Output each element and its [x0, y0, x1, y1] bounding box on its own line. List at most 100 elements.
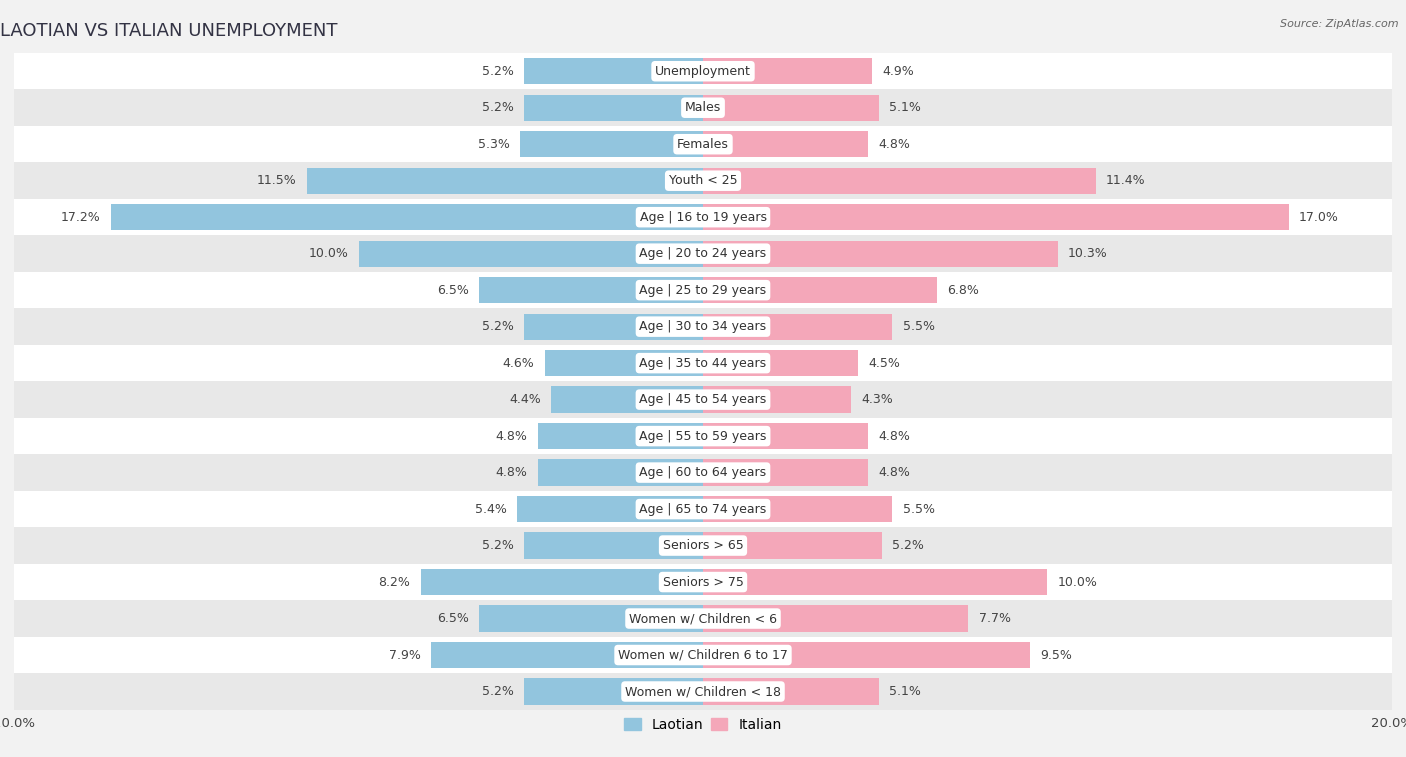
Text: 5.2%: 5.2%	[482, 320, 513, 333]
Bar	[703, 58, 872, 84]
Bar	[14, 600, 1392, 637]
Bar	[703, 95, 879, 121]
Bar	[544, 350, 703, 376]
Text: Age | 55 to 59 years: Age | 55 to 59 years	[640, 430, 766, 443]
Bar	[520, 131, 703, 157]
Bar	[524, 313, 703, 340]
Text: 6.8%: 6.8%	[948, 284, 980, 297]
Text: Age | 16 to 19 years: Age | 16 to 19 years	[640, 210, 766, 223]
Text: Females: Females	[678, 138, 728, 151]
Bar	[524, 678, 703, 705]
Bar	[703, 569, 1047, 595]
Text: 4.5%: 4.5%	[869, 357, 900, 369]
Text: Unemployment: Unemployment	[655, 65, 751, 78]
Bar	[14, 126, 1392, 163]
Text: Age | 25 to 29 years: Age | 25 to 29 years	[640, 284, 766, 297]
Text: 4.8%: 4.8%	[879, 138, 911, 151]
Text: Source: ZipAtlas.com: Source: ZipAtlas.com	[1281, 19, 1399, 29]
Text: LAOTIAN VS ITALIAN UNEMPLOYMENT: LAOTIAN VS ITALIAN UNEMPLOYMENT	[0, 22, 337, 40]
Text: 6.5%: 6.5%	[437, 284, 468, 297]
Bar	[703, 496, 893, 522]
Bar	[703, 423, 869, 449]
Bar	[14, 637, 1392, 673]
Text: Women w/ Children < 6: Women w/ Children < 6	[628, 612, 778, 625]
Bar	[703, 167, 1095, 194]
Text: 5.1%: 5.1%	[889, 685, 921, 698]
Text: 5.3%: 5.3%	[478, 138, 510, 151]
Text: 5.2%: 5.2%	[482, 685, 513, 698]
Bar	[703, 131, 869, 157]
Bar	[14, 454, 1392, 491]
Text: 10.3%: 10.3%	[1069, 248, 1108, 260]
Text: 4.8%: 4.8%	[879, 466, 911, 479]
Text: 11.4%: 11.4%	[1107, 174, 1146, 187]
Text: 4.4%: 4.4%	[509, 393, 541, 406]
Text: 5.2%: 5.2%	[482, 539, 513, 552]
Bar	[307, 167, 703, 194]
Text: 8.2%: 8.2%	[378, 575, 411, 588]
Bar	[14, 491, 1392, 528]
Bar	[14, 163, 1392, 199]
Bar	[537, 423, 703, 449]
Bar	[479, 606, 703, 631]
Text: 6.5%: 6.5%	[437, 612, 468, 625]
Text: Women w/ Children 6 to 17: Women w/ Children 6 to 17	[619, 649, 787, 662]
Text: 10.0%: 10.0%	[1057, 575, 1098, 588]
Text: 5.2%: 5.2%	[482, 101, 513, 114]
Text: Age | 60 to 64 years: Age | 60 to 64 years	[640, 466, 766, 479]
Bar	[703, 642, 1031, 668]
Text: 4.8%: 4.8%	[495, 466, 527, 479]
Bar	[703, 241, 1057, 266]
Text: 5.1%: 5.1%	[889, 101, 921, 114]
Text: Males: Males	[685, 101, 721, 114]
Text: 5.4%: 5.4%	[475, 503, 506, 516]
Text: 4.9%: 4.9%	[882, 65, 914, 78]
Bar	[420, 569, 703, 595]
Bar	[14, 345, 1392, 382]
Text: Women w/ Children < 18: Women w/ Children < 18	[626, 685, 780, 698]
Text: 5.5%: 5.5%	[903, 320, 935, 333]
Text: 5.5%: 5.5%	[903, 503, 935, 516]
Text: 4.8%: 4.8%	[495, 430, 527, 443]
Bar	[430, 642, 703, 668]
Text: 5.2%: 5.2%	[482, 65, 513, 78]
Text: 17.0%: 17.0%	[1299, 210, 1339, 223]
Text: Seniors > 65: Seniors > 65	[662, 539, 744, 552]
Bar	[524, 58, 703, 84]
Bar	[359, 241, 703, 266]
Text: Youth < 25: Youth < 25	[669, 174, 737, 187]
Bar	[551, 387, 703, 413]
Bar	[703, 277, 938, 304]
Bar	[14, 418, 1392, 454]
Text: 4.8%: 4.8%	[879, 430, 911, 443]
Text: 10.0%: 10.0%	[308, 248, 349, 260]
Bar	[111, 204, 703, 230]
Text: Age | 20 to 24 years: Age | 20 to 24 years	[640, 248, 766, 260]
Bar	[14, 199, 1392, 235]
Bar	[14, 53, 1392, 89]
Bar	[14, 235, 1392, 272]
Bar	[524, 532, 703, 559]
Text: 4.3%: 4.3%	[862, 393, 893, 406]
Text: Age | 30 to 34 years: Age | 30 to 34 years	[640, 320, 766, 333]
Bar	[524, 95, 703, 121]
Text: Age | 45 to 54 years: Age | 45 to 54 years	[640, 393, 766, 406]
Text: Age | 65 to 74 years: Age | 65 to 74 years	[640, 503, 766, 516]
Text: Age | 35 to 44 years: Age | 35 to 44 years	[640, 357, 766, 369]
Text: 9.5%: 9.5%	[1040, 649, 1073, 662]
Text: Seniors > 75: Seniors > 75	[662, 575, 744, 588]
Text: 5.2%: 5.2%	[893, 539, 924, 552]
Bar	[14, 382, 1392, 418]
Bar	[703, 350, 858, 376]
Text: 4.6%: 4.6%	[502, 357, 534, 369]
Bar	[703, 678, 879, 705]
Bar	[14, 89, 1392, 126]
Bar	[703, 606, 969, 631]
Bar	[479, 277, 703, 304]
Text: 11.5%: 11.5%	[257, 174, 297, 187]
Bar	[14, 564, 1392, 600]
Bar	[14, 673, 1392, 710]
Bar	[537, 459, 703, 486]
Bar	[517, 496, 703, 522]
Bar	[703, 532, 882, 559]
